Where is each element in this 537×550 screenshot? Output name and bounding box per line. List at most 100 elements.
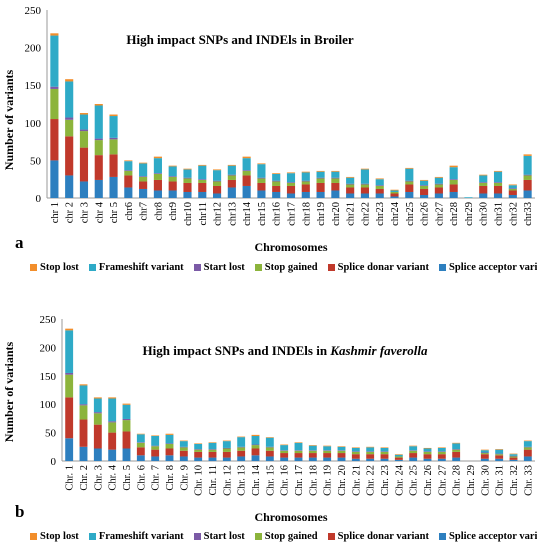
legend-b-splice-acceptor: Splice acceptor variant bbox=[439, 531, 537, 542]
bar-segment-splice-donar bbox=[242, 175, 251, 186]
legend-b-frameshift: Frameshift variant bbox=[88, 531, 184, 542]
y-tick-label: 0 bbox=[36, 193, 42, 205]
bar-segment-splice-acceptor bbox=[409, 457, 418, 461]
bar-segment-stop-gained bbox=[242, 170, 251, 176]
x-tick-label: Chr. 6 bbox=[136, 465, 147, 491]
bar-segment-stop-lost bbox=[409, 445, 418, 447]
bar-segment-frameshift bbox=[286, 173, 296, 183]
bar-segment-stop-lost bbox=[79, 384, 88, 386]
bar-segment-stop-lost bbox=[434, 176, 443, 178]
bar-segment-splice-donar bbox=[351, 454, 360, 459]
bar-segment-stop-lost bbox=[122, 403, 131, 405]
bar-segment-splice-acceptor bbox=[346, 193, 355, 198]
y-tick-label: 150 bbox=[40, 371, 57, 383]
x-tick-label: chr21 bbox=[346, 202, 357, 226]
bar-segment-frameshift bbox=[272, 173, 281, 181]
bar-segment-frameshift bbox=[523, 441, 532, 447]
bar-segment-splice-acceptor bbox=[124, 187, 133, 198]
bar-segment-frameshift bbox=[495, 449, 504, 454]
bar-segment-stop-lost bbox=[480, 449, 489, 451]
bar-segment-start-lost bbox=[437, 451, 446, 452]
bar-segment-stop-lost bbox=[523, 154, 532, 156]
bar-segment-splice-donar bbox=[508, 190, 517, 195]
legend-swatch bbox=[327, 533, 335, 540]
bar-segment-splice-donar bbox=[208, 451, 217, 458]
bar-segment-stop-gained bbox=[434, 184, 443, 188]
bar-segment-stop-gained bbox=[198, 179, 207, 183]
bar-segment-start-lost bbox=[423, 451, 432, 452]
bar-segment-splice-acceptor bbox=[508, 194, 517, 198]
bar-segment-start-lost bbox=[257, 177, 266, 179]
bar-segment-splice-acceptor bbox=[109, 176, 118, 198]
bar-segment-splice-acceptor bbox=[168, 190, 177, 198]
bar-segment-splice-donar bbox=[366, 454, 375, 459]
x-tick-label: Chr. 30 bbox=[480, 465, 491, 496]
legend-swatch bbox=[439, 533, 447, 540]
bar-segment-splice-acceptor bbox=[212, 193, 222, 198]
bar-segment-splice-donar bbox=[294, 453, 303, 458]
bar-segment-stop-gained bbox=[272, 181, 281, 186]
bar-segment-stop-gained bbox=[360, 184, 370, 188]
bar-segment-splice-acceptor bbox=[153, 190, 162, 198]
bar-segment-frameshift bbox=[237, 437, 246, 447]
x-tick-label: Chr. 5 bbox=[122, 465, 133, 491]
legend-b-label: Frameshift variant bbox=[98, 531, 184, 542]
y-tick-label: 100 bbox=[40, 399, 57, 411]
legend-swatch bbox=[327, 264, 335, 271]
bar-segment-start-lost bbox=[65, 372, 74, 375]
bar-segment-stop-gained bbox=[227, 175, 236, 180]
bar-segment-splice-acceptor bbox=[452, 457, 461, 461]
bar-segment-frameshift bbox=[153, 158, 162, 174]
bar-segment-splice-acceptor bbox=[437, 458, 446, 461]
bar-segment-stop-gained bbox=[65, 119, 74, 137]
bar-segment-start-lost bbox=[242, 170, 251, 171]
bar-segment-splice-donar bbox=[409, 453, 418, 458]
bar-segment-stop-gained bbox=[380, 451, 389, 455]
x-tick-label: Chr. 22 bbox=[366, 465, 377, 496]
bar-segment-splice-donar bbox=[495, 455, 504, 459]
bar-segment-splice-acceptor bbox=[479, 193, 488, 198]
x-tick-label: Chr. 12 bbox=[222, 465, 233, 496]
bar-segment-stop-lost bbox=[257, 163, 266, 165]
bar-segment-splice-donar bbox=[509, 457, 518, 460]
x-tick-label: Chr. 9 bbox=[179, 465, 190, 491]
bar-segment-frameshift bbox=[480, 450, 489, 453]
bar-segment-splice-acceptor bbox=[136, 455, 145, 461]
bar-segment-stop-gained bbox=[346, 184, 355, 188]
bar-segment-stop-gained bbox=[79, 405, 88, 420]
legend-a-frameshift: Frameshift variant bbox=[88, 262, 184, 273]
legend-a-start-lost: Start lost bbox=[193, 262, 245, 273]
bar-segment-frameshift bbox=[523, 155, 532, 175]
legend-a-label: Start lost bbox=[203, 262, 245, 273]
bar-segment-start-lost bbox=[94, 138, 103, 141]
bar-segment-stop-gained bbox=[394, 456, 403, 458]
bar-segment-splice-donar bbox=[493, 185, 503, 194]
x-tick-label: Chr. 27 bbox=[437, 465, 448, 496]
bar-segment-stop-gained bbox=[420, 185, 429, 189]
bar-segment-start-lost bbox=[323, 450, 332, 451]
bar-segment-stop-lost bbox=[301, 171, 310, 173]
bar-segment-stop-gained bbox=[351, 451, 360, 455]
bar-segment-frameshift bbox=[280, 445, 289, 451]
x-tick-label: chr6 bbox=[124, 202, 135, 221]
bar-segment-splice-donar bbox=[212, 185, 222, 194]
bar-segment-stop-gained bbox=[136, 442, 145, 448]
bar-segment-splice-acceptor bbox=[251, 455, 260, 461]
bar-segment-stop-gained bbox=[183, 178, 192, 183]
bar-segment-splice-donar bbox=[237, 450, 246, 457]
x-tick-label: Chr. 8 bbox=[165, 465, 176, 491]
legend-a-label: Stop gained bbox=[264, 262, 318, 273]
bar-segment-stop-lost bbox=[94, 104, 103, 106]
bar-segment-start-lost bbox=[79, 404, 88, 406]
bar-segment-splice-donar bbox=[183, 182, 192, 192]
bar-segment-stop-gained bbox=[251, 445, 260, 449]
bar-segment-frameshift bbox=[294, 442, 303, 451]
bar-segment-splice-donar bbox=[423, 454, 432, 459]
bar-segment-frameshift bbox=[346, 177, 355, 184]
bar-segment-frameshift bbox=[493, 171, 503, 183]
chart-b-title: High impact SNPs and INDEls in Kashmir f… bbox=[143, 343, 428, 358]
bar-segment-stop-lost bbox=[124, 160, 133, 162]
bar-segment-stop-gained bbox=[366, 451, 375, 455]
bar-segment-frameshift bbox=[168, 166, 177, 177]
panel-label-b: b bbox=[15, 502, 25, 521]
